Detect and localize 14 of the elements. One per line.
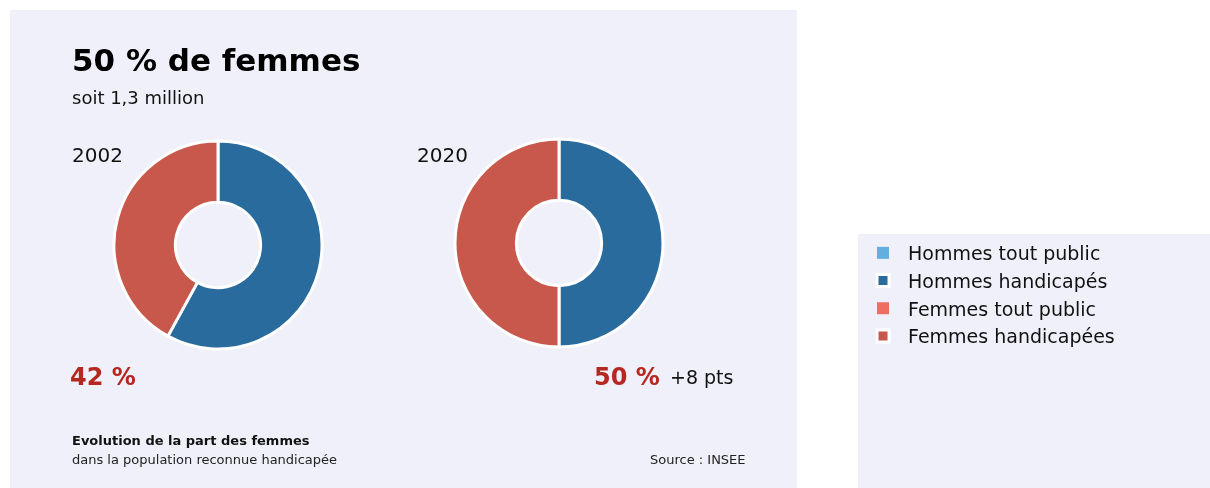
text: dans la population reconnue handicapée: [72, 452, 338, 467]
text: +8 pts: [670, 366, 734, 388]
chart-title: 50 % de femmes: [72, 42, 361, 78]
chart-subtitle: soit 1,3 million: [72, 87, 205, 108]
legend-label: Femmes tout public: [908, 297, 1096, 320]
source-note: Source : INSEE: [650, 452, 746, 467]
text: 50 %: [594, 363, 660, 391]
legend-label: Hommes handicapés: [908, 269, 1108, 292]
legend-label: Hommes tout public: [908, 242, 1101, 265]
text: Evolution de la part des femmes: [72, 433, 310, 448]
text: 2020: [417, 143, 468, 167]
text: 42 %: [70, 363, 136, 391]
text: 2002: [72, 143, 123, 167]
legend-label: Femmes handicapées: [908, 325, 1115, 348]
